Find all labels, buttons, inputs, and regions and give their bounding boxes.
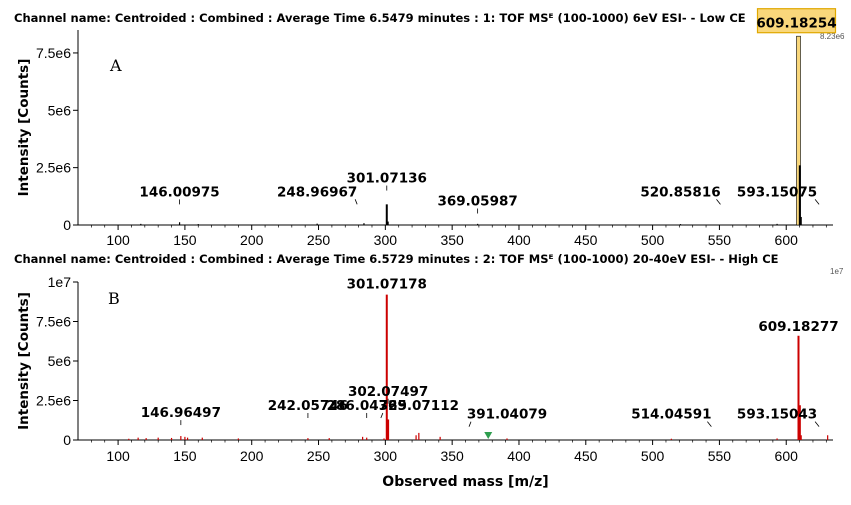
panel-letter-2: B bbox=[108, 289, 120, 308]
peak-leader-line bbox=[814, 199, 820, 205]
peak-label: 146.00975 bbox=[139, 184, 219, 200]
scale-label-2: 1e7 bbox=[830, 267, 844, 276]
peak-label: 391.04079 bbox=[467, 407, 547, 423]
peak-leader-line bbox=[354, 199, 358, 205]
y-tick-label: 0 bbox=[63, 217, 71, 233]
peak-label: 242.05746 bbox=[268, 398, 348, 414]
x-tick-label: 550 bbox=[708, 448, 732, 464]
x-tick-label: 600 bbox=[775, 232, 799, 248]
y-tick-label: 1e7 bbox=[48, 274, 72, 290]
x-tick-label: 450 bbox=[574, 232, 598, 248]
peak-leader-line bbox=[814, 421, 820, 427]
x-tick-label: 600 bbox=[775, 448, 799, 464]
x-tick-label: 250 bbox=[307, 448, 331, 464]
channel-name-2: Channel name: Centroided : Combined : Av… bbox=[14, 252, 779, 266]
peak-label: 593.15075 bbox=[737, 184, 817, 200]
y-tick-label: 5e6 bbox=[48, 102, 72, 118]
channel-name-1: Channel name: Centroided : Combined : Av… bbox=[14, 11, 746, 25]
x-tick-label: 500 bbox=[641, 448, 665, 464]
peak-label-box bbox=[756, 8, 837, 34]
x-tick-label: 100 bbox=[106, 448, 130, 464]
y-axis-label-1: Intensity [Counts] bbox=[16, 59, 32, 197]
peak-label: 325.07112 bbox=[379, 398, 459, 414]
x-tick-label: 200 bbox=[240, 448, 264, 464]
peak-leader-line bbox=[468, 421, 472, 427]
y-tick-label: 0 bbox=[63, 432, 71, 448]
peak-label: 248.96967 bbox=[277, 184, 357, 200]
x-tick-label: 400 bbox=[507, 232, 531, 248]
peak-label: 301.07178 bbox=[347, 276, 427, 292]
scale-label-1: 8.23e6 bbox=[820, 32, 845, 41]
peak-label: 520.85816 bbox=[640, 184, 720, 200]
x-tick-label: 300 bbox=[374, 448, 398, 464]
x-tick-label: 250 bbox=[307, 232, 331, 248]
peak-label: 369.05987 bbox=[437, 194, 517, 210]
x-tick-label: 400 bbox=[507, 448, 531, 464]
x-tick-label: 500 bbox=[641, 232, 665, 248]
x-tick-label: 150 bbox=[173, 448, 197, 464]
x-tick-label: 200 bbox=[240, 232, 264, 248]
y-tick-label: 2.5e6 bbox=[36, 160, 71, 176]
marker-triangle bbox=[484, 432, 493, 439]
peak-label: 286.04769 bbox=[327, 398, 407, 414]
peak-label: 609.18254 bbox=[756, 16, 836, 32]
x-axis-label: Observed mass [m/z] bbox=[382, 474, 548, 490]
peak-leader-line bbox=[716, 199, 721, 205]
peak-label: 609.18277 bbox=[758, 319, 838, 335]
x-tick-label: 550 bbox=[708, 232, 732, 248]
x-tick-label: 100 bbox=[106, 232, 130, 248]
x-tick-label: 350 bbox=[440, 232, 464, 248]
spectrum-peak bbox=[796, 35, 801, 226]
peak-label: 302.07497 bbox=[348, 384, 428, 400]
x-tick-label: 450 bbox=[574, 448, 598, 464]
peak-label: 146.96497 bbox=[141, 405, 221, 421]
y-tick-label: 2.5e6 bbox=[36, 393, 71, 409]
x-tick-label: 300 bbox=[374, 232, 398, 248]
peak-label: 514.04591 bbox=[631, 407, 711, 423]
panel-letter-1: A bbox=[109, 56, 122, 75]
x-tick-label: 350 bbox=[440, 448, 464, 464]
peak-label: 593.15043 bbox=[737, 407, 817, 423]
y-axis-label-2: Intensity [Counts] bbox=[16, 292, 32, 430]
peak-leader-line bbox=[380, 412, 384, 419]
peak-label: 301.07136 bbox=[347, 171, 427, 187]
x-tick-label: 150 bbox=[173, 232, 197, 248]
y-tick-label: 7.5e6 bbox=[36, 45, 71, 61]
y-tick-label: 5e6 bbox=[48, 353, 72, 369]
y-tick-label: 7.5e6 bbox=[36, 314, 71, 330]
peak-leader-line bbox=[707, 421, 712, 427]
